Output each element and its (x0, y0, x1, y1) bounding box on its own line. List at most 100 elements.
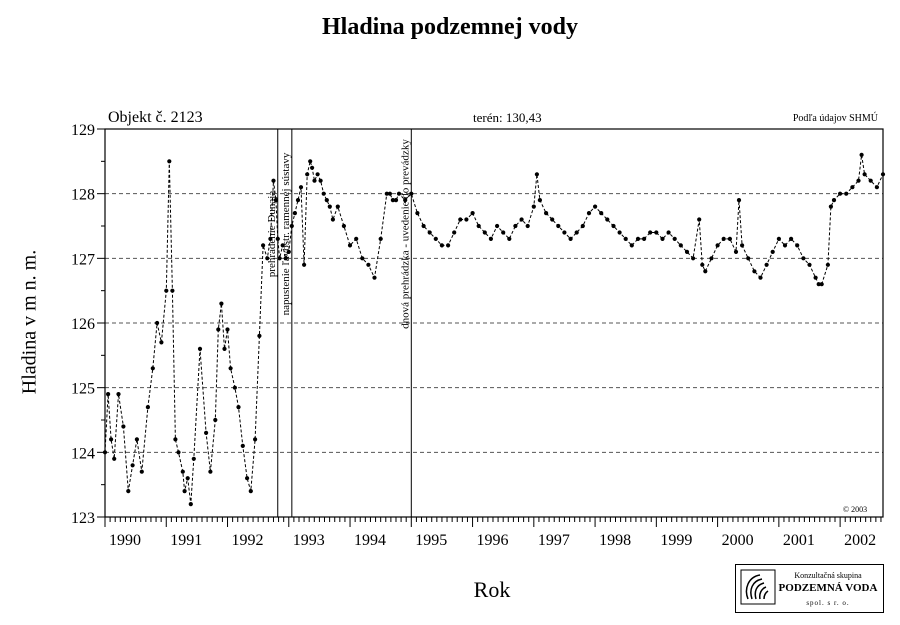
x-tick-label: 1996 (477, 532, 509, 549)
data-point (828, 204, 834, 209)
data-point (185, 476, 190, 481)
data-point (295, 198, 301, 203)
logo-line3: spol. s r. o. (806, 599, 850, 607)
data-point (204, 430, 209, 435)
x-tick-label: 1997 (538, 532, 570, 549)
data-point (273, 198, 278, 203)
series-line (104, 154, 884, 505)
data-point (831, 198, 837, 203)
data-point (513, 223, 518, 229)
copyright-label: © 2003 (843, 505, 868, 514)
data-point (421, 223, 426, 229)
y-axis-label: Hladina v m n. m. (18, 249, 41, 395)
data-point (825, 262, 831, 267)
x-tick-label: 1998 (599, 532, 631, 549)
data-point (678, 243, 683, 248)
data-point (315, 172, 320, 177)
data-point (586, 211, 592, 216)
data-point (556, 223, 561, 229)
data-point (795, 243, 800, 248)
data-point (170, 288, 175, 293)
data-point (298, 185, 304, 190)
source-label: Podľa údajov SHMÚ (792, 113, 878, 124)
data-point (216, 327, 221, 332)
data-point (813, 275, 818, 280)
data-point (280, 243, 285, 248)
data-point (684, 249, 690, 254)
data-point (531, 204, 536, 209)
data-point (341, 223, 346, 229)
data-point (268, 236, 273, 241)
data-point (816, 282, 821, 287)
data-point (859, 152, 864, 157)
data-point (321, 191, 326, 196)
data-point (384, 191, 389, 196)
data-point (176, 450, 181, 455)
data-point (222, 346, 227, 351)
data-point (574, 230, 579, 235)
data-point (629, 243, 634, 248)
data-point (121, 424, 126, 429)
data-point (126, 489, 131, 494)
data-point (654, 230, 659, 235)
data-point (611, 223, 616, 229)
data-point (672, 236, 677, 241)
data-point (354, 236, 359, 241)
data-point (305, 172, 310, 177)
data-point (155, 320, 160, 326)
data-point (310, 165, 315, 170)
event-label: napustenie ľavostr. ramennej sústavy (280, 152, 292, 315)
data-point (327, 204, 332, 209)
data-point (550, 217, 555, 222)
data-point (159, 340, 164, 345)
data-point (372, 275, 377, 280)
data-point (452, 230, 457, 235)
data-point (253, 437, 258, 442)
data-point (470, 211, 475, 216)
data-point (482, 230, 487, 235)
data-point (458, 217, 463, 222)
data-point (697, 217, 702, 222)
chart-title: Hladina podzemnej vody (321, 14, 579, 40)
data-point (770, 249, 775, 254)
data-point (347, 243, 353, 248)
logo-line2: PODZEMNÁ VODA (778, 582, 878, 594)
data-point (164, 288, 169, 293)
data-point (642, 236, 647, 241)
data-point (324, 198, 329, 203)
data-point (819, 282, 824, 287)
data-point (292, 211, 297, 216)
y-tick-label: 126 (71, 316, 95, 333)
data-point (150, 366, 155, 371)
data-point (868, 178, 873, 183)
data-point (213, 417, 218, 423)
data-point (139, 469, 144, 474)
y-tick-label: 125 (71, 381, 95, 398)
data-point (709, 256, 714, 261)
x-tick-label: 1991 (170, 532, 202, 549)
x-tick-label: 1995 (415, 532, 447, 549)
data-point (261, 243, 266, 248)
data-point (568, 236, 573, 241)
data-point (318, 178, 323, 183)
event-label: prehradenie Dunaja (266, 191, 278, 278)
data-point (534, 172, 540, 177)
data-point (746, 256, 751, 261)
data-point (801, 256, 806, 261)
data-point (580, 223, 585, 229)
data-point (308, 159, 313, 164)
data-point (167, 159, 172, 164)
data-point (396, 191, 402, 196)
data-point (501, 230, 506, 235)
data-point (691, 256, 696, 261)
data-point (312, 178, 317, 183)
data-point (703, 269, 708, 274)
data-point (562, 230, 567, 235)
data-point (544, 211, 549, 216)
data-point (330, 217, 335, 222)
event-label: dnová prehrádzka - uvedenie do prevádzky (399, 139, 411, 329)
x-tick-label: 1990 (109, 532, 141, 549)
data-point (378, 236, 383, 241)
data-point (271, 178, 276, 183)
